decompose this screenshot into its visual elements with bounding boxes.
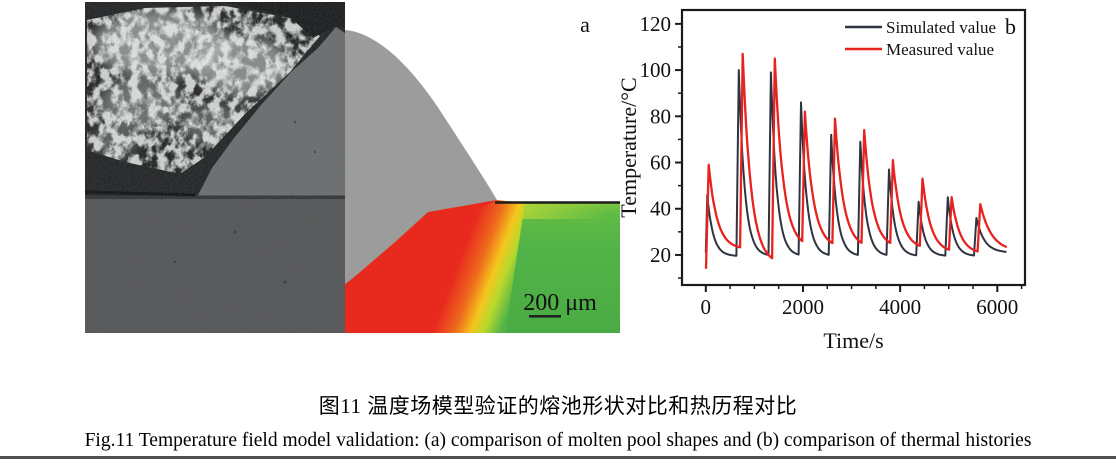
- temperature-chart: 0 2000 4000 6000 20 40 60 80 100 120 Time/s Tempera…: [620, 8, 1027, 353]
- simulation-heat-strip: [495, 204, 620, 219]
- figure-a-label: a: [580, 12, 590, 37]
- simulation-molten-pool: [345, 200, 525, 333]
- legend-label: Measured value: [886, 40, 994, 59]
- series-line-simulated: [704, 69, 1007, 257]
- micrograph-pores: [173, 90, 317, 284]
- bottom-rule: [0, 456, 1116, 459]
- y-tick-label: 20: [650, 243, 671, 267]
- scale-bar: [529, 315, 561, 318]
- micrograph-image: [85, 2, 345, 333]
- y-tick-label: 80: [650, 104, 671, 128]
- plot-border: [680, 8, 1027, 287]
- scale-bar-label: 200 μm: [523, 290, 597, 316]
- simulation-image: 200 μm a: [345, 2, 620, 333]
- x-tick-label: 0: [701, 295, 712, 319]
- y-tick-label: 120: [640, 12, 672, 36]
- x-tick-label: 4000: [879, 295, 921, 319]
- y-tick-label: 100: [640, 58, 672, 82]
- series-line-measured: [704, 52, 1008, 269]
- legend-label: Simulated value: [886, 18, 996, 37]
- x-tick-label: 6000: [976, 295, 1018, 319]
- caption-english: Fig.11 Temperature field model validatio…: [84, 430, 1032, 451]
- simulation-bead: [345, 30, 497, 284]
- x-axis-title: Time/s: [823, 328, 883, 353]
- micrograph-grain: [85, 2, 345, 333]
- figure-b-label: b: [1005, 14, 1016, 39]
- y-tick-label: 60: [650, 151, 671, 175]
- caption-chinese: 图11 温度场模型验证的熔池形状对比和热历程对比: [318, 394, 798, 418]
- x-tick-label: 2000: [782, 295, 824, 319]
- y-tick-label: 40: [650, 197, 671, 221]
- y-axis-title: Temperature/°C: [620, 77, 641, 217]
